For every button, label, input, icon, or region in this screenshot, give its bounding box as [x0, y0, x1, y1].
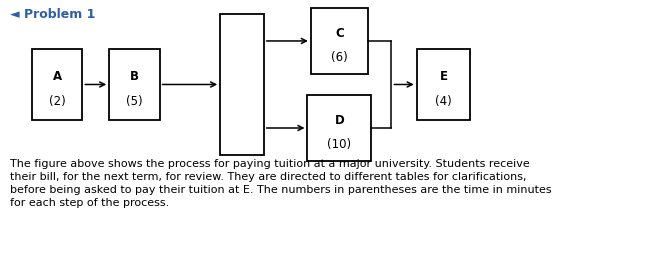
Text: (4): (4) — [435, 95, 452, 108]
Text: E: E — [439, 70, 448, 83]
Text: D: D — [335, 114, 344, 127]
Bar — [32, 49, 82, 120]
Text: C: C — [335, 27, 344, 40]
Text: B: B — [130, 70, 139, 83]
Bar — [109, 49, 160, 120]
Text: (5): (5) — [126, 95, 142, 108]
Text: The figure above shows the process for paying tuition at a major university. Stu: The figure above shows the process for p… — [10, 159, 552, 208]
Text: ◄ Problem 1: ◄ Problem 1 — [10, 8, 95, 21]
Bar — [220, 14, 263, 155]
Bar — [310, 8, 368, 74]
Bar — [417, 49, 470, 120]
Text: (6): (6) — [331, 51, 347, 64]
Text: A: A — [52, 70, 62, 83]
Text: (2): (2) — [49, 95, 65, 108]
Bar — [307, 95, 371, 161]
Text: (10): (10) — [327, 138, 351, 151]
